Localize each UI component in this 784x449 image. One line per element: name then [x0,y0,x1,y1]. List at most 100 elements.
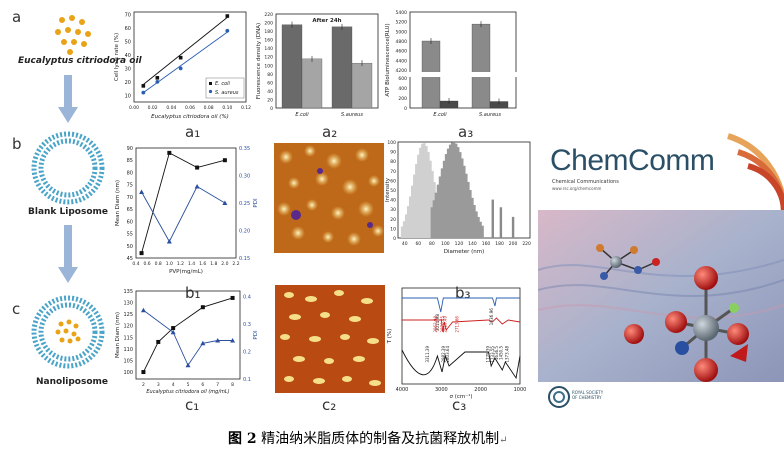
histogram-bar [467,181,470,238]
y-tick-label: 20 [390,217,396,223]
x-tick-label: 60 [415,241,421,247]
histogram-bar [461,158,464,238]
x-tick-label: 1.2 [177,261,184,267]
histogram-bar [429,160,432,238]
histogram-bar [406,206,410,238]
y-tick-label: 220 [264,12,273,18]
plot-frame [135,147,237,259]
chart-a3-atp: 0 200 400 600 4200 4400 4600 4800 5000 5200 5400 E.… [385,10,518,118]
peak-label: 2982.39 [441,346,446,363]
data-point [141,84,146,88]
series-mean-diam [143,297,233,373]
x-tick-label: 0.08 [204,105,214,111]
histogram-bar [402,221,406,238]
histogram-bar [465,173,468,238]
x-tick-label: 80 [429,241,435,247]
x-axis-label: Eucalyptus citriodora oil (mg/mL) [146,389,229,395]
data-point [141,370,146,375]
ftir-trace-blue [402,297,520,313]
cover-sunburst [727,133,784,212]
y2-tick-label: 0.3 [243,322,251,328]
cover-footer [538,382,784,420]
peak-label: 2963.98 [433,316,438,333]
y-axis-label: Fluorescence density (DNA) [256,23,262,99]
sublabel-b1: b₁ [185,284,201,302]
y-tick-label: 200 [398,96,407,102]
y-axis-label: Cell lysis rate (%) [114,33,120,81]
y-tick-label: 80 [390,159,396,165]
blank-liposome-diagram [31,131,105,205]
legend-marker [209,82,212,85]
y-tick-label: 400 [398,86,407,92]
histogram-bar [434,192,438,238]
plot-frame [135,290,241,380]
data-point [225,14,230,18]
histogram-bar [469,190,472,238]
histogram-bar [408,196,412,238]
y-tick-label: 10 [125,93,131,99]
y-tick-label: 4800 [396,39,408,45]
peak-label: 1775.39 [486,346,491,363]
x-tick-label: 0.6 [144,261,151,267]
y-tick-label: 40 [125,53,131,59]
journal-cover: ChemComm Chemical Communications www.rsc… [538,132,784,420]
y-tick-label: 110 [123,347,133,353]
y-tick-label: 70 [125,13,131,19]
histogram-bar [446,148,450,238]
y-tick-label: 90 [390,150,396,156]
histogram-bar [436,184,440,238]
data-point [222,200,228,205]
histogram-bar [444,154,448,238]
cover-artwork [538,210,784,382]
x-tick-label: 2000 [474,387,487,393]
y-tick-label: 60 [127,219,133,225]
y-tick-label: 90 [127,146,133,152]
y-tick-label: 0 [270,106,273,112]
histogram-bar [481,225,484,238]
histogram-bar [423,143,426,238]
y-tick-label: 120 [123,324,133,330]
y-tick-label: 140 [264,46,273,52]
arrow-down-1 [58,75,78,123]
x-tick-label: 1.8 [210,261,217,267]
data-point [178,66,183,71]
histogram-bar [421,143,424,238]
peak-label: 1373.48 [504,346,509,363]
histogram-bar [411,185,414,238]
data-point [139,251,144,256]
bar [351,62,373,109]
x-axis-label: PVP(mg/mL) [169,269,203,275]
x-tick-label: E.coli [433,112,447,118]
y-axis-label: ATP Bioluminescence(RLU) [385,23,391,96]
peak-label: 1636.5 [494,346,499,360]
axis-break-gap [410,72,516,77]
x-tick-label: 7 [216,382,219,388]
y2-tick-label: 0.15 [239,256,250,262]
legend-marker [208,89,213,94]
histogram-bar [452,142,456,238]
y-tick-label: 20 [125,80,131,86]
y2-axis-label: PDI [253,330,259,340]
histogram-bar [417,154,420,238]
x-axis-label: σ (cm⁻¹) [449,393,472,400]
y-tick-label: 4400 [396,58,408,64]
afm-image-c2 [275,285,385,393]
x-tick-label: 0.4 [132,261,139,267]
ftir-trace-red [402,317,521,333]
data-point [178,55,183,60]
x-tick-label: S.aureus [341,112,363,118]
y-tick-label: 100 [123,370,133,376]
ftir-trace-black [401,349,521,380]
data-point [200,305,205,310]
plot-frame [409,11,517,109]
bar [471,23,491,109]
y-tick-label: 135 [123,289,133,295]
y-tick-label: 60 [125,26,131,32]
x-tick-label: 2.0 [221,261,228,267]
peak-label: 3014.98 [435,314,440,332]
caption-mark: ↵ [499,435,508,446]
chart-b1-pvp: 45 50 55 60 65 70 75 80 85 90 0.15 0.20 0.25 0.30 0.35… [115,146,259,275]
chart-a2-fluorescence: 0 20 40 60 80 100 120 140 160 180 200 220 After 24h E… [256,12,379,118]
x-tick-label: 140 [468,241,477,247]
data-point [215,338,221,343]
